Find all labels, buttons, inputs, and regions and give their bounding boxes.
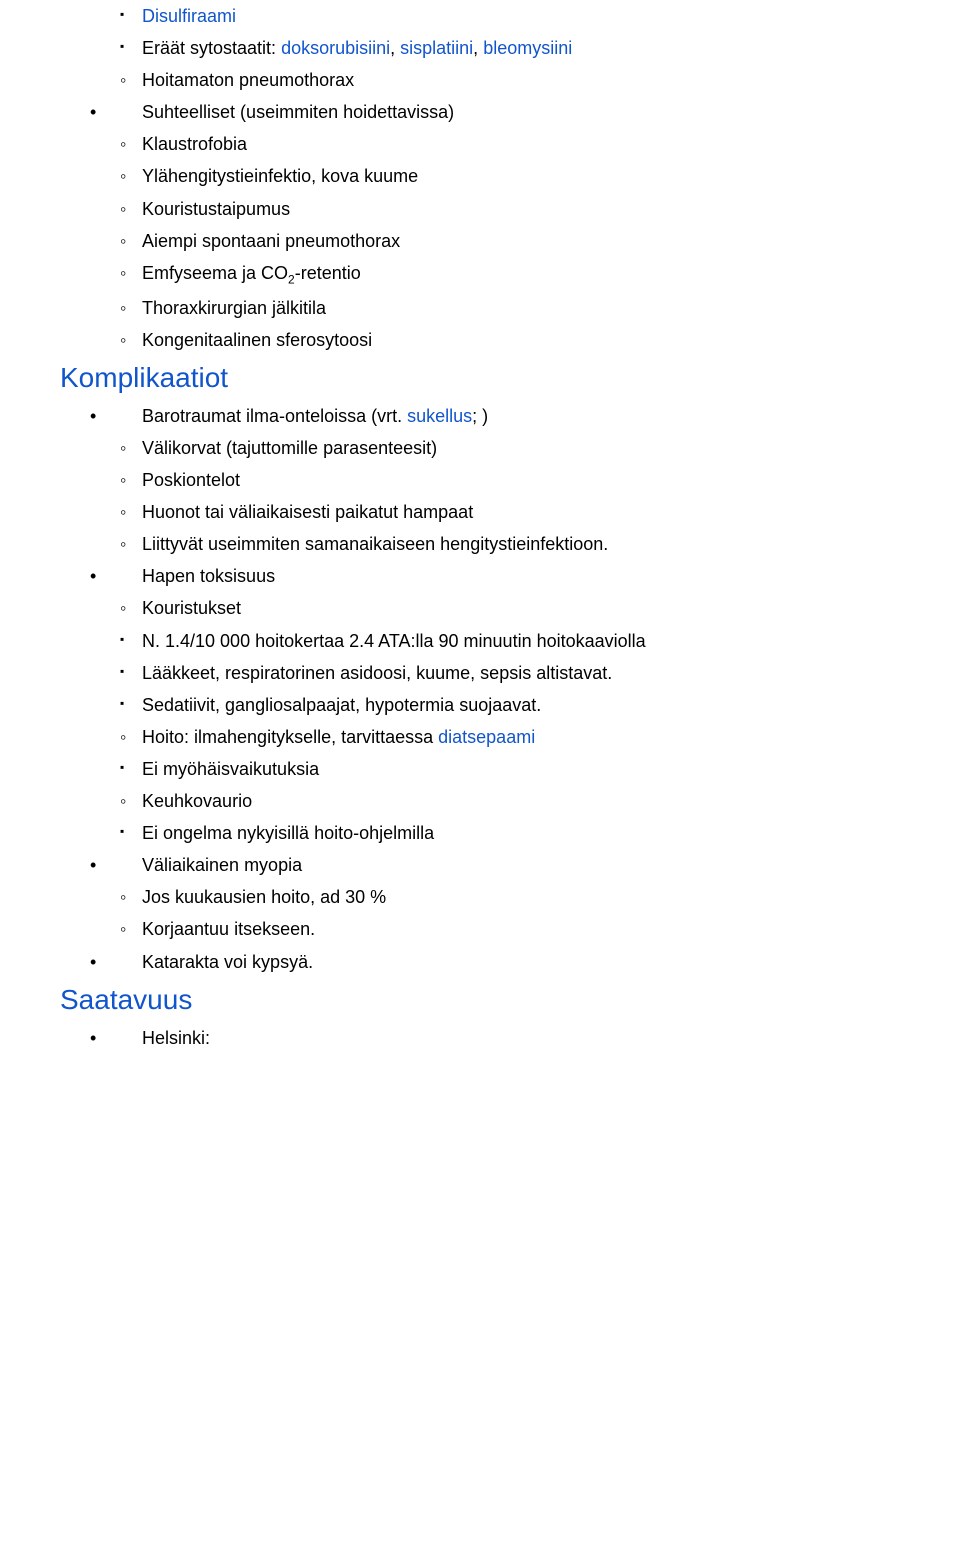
list-item-thoraxkirurgia: Thoraxkirurgian jälkitila (120, 292, 900, 324)
text-baro-pre: Barotraumat ilma-onteloissa (vrt. (142, 406, 407, 426)
list-item-barotraumat: Barotraumat ilma-onteloissa (vrt. sukell… (120, 400, 900, 432)
text-laak-2: altistavat. (536, 663, 612, 683)
text-baro-suf: ; ) (472, 406, 488, 426)
eimyo-sq-list: Ei myöhäisvaikutuksia (60, 753, 900, 785)
list-item-emfyseema: Emfyseema ja CO2-retentio (120, 257, 900, 292)
link-doksorubisiini[interactable]: doksorubisiini (281, 38, 390, 58)
list-item-huonot-hampaat: Huonot tai väliaikaisesti paikatut hampa… (120, 496, 900, 528)
text-liittyvat-1: Liittyvät useimmiten samanaikaiseen (142, 534, 435, 554)
saatavuus-list: Helsinki: (60, 1022, 900, 1054)
text-hoito-pre: Hoito: ilmahengitykselle, tarvittaessa (142, 727, 438, 747)
list-item-sedatiivit: Sedatiivit, gangliosalpaajat, hypotermia… (120, 689, 900, 721)
text-liittyvat-2: hengitystieinfektioon. (440, 534, 608, 554)
heading-saatavuus: Saatavuus (60, 984, 900, 1016)
list-item-aiempi-spontaani: Aiempi spontaani pneumothorax (120, 225, 900, 257)
keuhkovaurio-ring-list: Keuhkovaurio (60, 785, 900, 817)
text-cyto-prefix: Eräät sytostaatit: (142, 38, 281, 58)
text-sed-1: Sedatiivit, gangliosalpaajat, hypotermia (142, 695, 454, 715)
link-diatsepaami[interactable]: diatsepaami (438, 727, 535, 747)
list-item-laakkeet: Lääkkeet, respiratorinen asidoosi, kuume… (120, 657, 900, 689)
list-item-helsinki: Helsinki: (120, 1022, 900, 1054)
list-item-hoitamaton-pneumothorax: Hoitamaton pneumothorax (120, 64, 900, 96)
list-item-ylahengitystie: Ylähengitystieinfektio, kova kuume (120, 160, 900, 192)
kouristukset-sq-list: N. 1.4/10 000 hoitokertaa 2.4 ATA:lla 90… (60, 625, 900, 721)
link-sisplatiini[interactable]: sisplatiini (400, 38, 473, 58)
text-emfy-sub: 2 (288, 272, 295, 286)
list-item-jos-kuukausien: Jos kuukausien hoito, ad 30 % (120, 881, 900, 913)
text-cyto-sep1: , (390, 38, 400, 58)
barotraumat-list: Barotraumat ilma-onteloissa (vrt. sukell… (60, 400, 900, 432)
text-ata-1: N. 1.4/10 000 hoitokertaa 2.4 ATA:lla 90… (142, 631, 532, 651)
hapen-ring-list: Kouristukset (60, 592, 900, 624)
list-item-klaustrofobia: Klaustrofobia (120, 128, 900, 160)
hapen-list: Hapen toksisuus (60, 560, 900, 592)
hoito-ring-list: Hoito: ilmahengitykselle, tarvittaessa d… (60, 721, 900, 753)
list-item-korjaantuu: Korjaantuu itsekseen. (120, 913, 900, 945)
text-emfy-suf: -retentio (295, 263, 361, 283)
list-item-suhteelliset: Suhteelliset (useimmiten hoidettavissa) (120, 96, 900, 128)
top-ring-list: Hoitamaton pneumothorax (60, 64, 900, 96)
eiong-sq-list: Ei ongelma nykyisillä hoito-ohjelmilla (60, 817, 900, 849)
suhteelliset-sub-list: Klaustrofobia Ylähengitystieinfektio, ko… (60, 128, 900, 356)
myopia-ring-list: Jos kuukausien hoito, ad 30 % Korjaantuu… (60, 881, 900, 945)
list-item-katarakta: Katarakta voi kypsyä. (120, 946, 900, 978)
top-square-list: Disulfiraami Eräät sytostaatit: doksorub… (60, 0, 900, 64)
list-item-ei-ongelma: Ei ongelma nykyisillä hoito-ohjelmilla (120, 817, 900, 849)
list-item-valikorvat: Välikorvat (tajuttomille parasenteesit) (120, 432, 900, 464)
list-item-kongenitaalinen: Kongenitaalinen sferosytoosi (120, 324, 900, 356)
heading-komplikaatiot: Komplikaatiot (60, 362, 900, 394)
text-cyto-sep2: , (473, 38, 478, 58)
katarakta-list: Katarakta voi kypsyä. (60, 946, 900, 978)
list-item-valiaikainen-myopia: Väliaikainen myopia (120, 849, 900, 881)
list-item-ata: N. 1.4/10 000 hoitokertaa 2.4 ATA:lla 90… (120, 625, 900, 657)
list-item-keuhkovaurio: Keuhkovaurio (120, 785, 900, 817)
text-emfy-pre: Emfyseema ja CO (142, 263, 288, 283)
list-item-cytostatics: Eräät sytostaatit: doksorubisiini, sispl… (120, 32, 900, 64)
list-item-poskiontelot: Poskiontelot (120, 464, 900, 496)
link-sukellus[interactable]: sukellus (407, 406, 472, 426)
link-bleomysiini[interactable]: bleomysiini (483, 38, 572, 58)
text-laak-1: Lääkkeet, respiratorinen asidoosi, kuume… (142, 663, 531, 683)
document-page: Disulfiraami Eräät sytostaatit: doksorub… (0, 0, 960, 1561)
text-sed-2: suojaavat. (459, 695, 541, 715)
text-ata-2: hoitokaaviolla (537, 631, 646, 651)
suhteelliset-header-list: Suhteelliset (useimmiten hoidettavissa) (60, 96, 900, 128)
myopia-list: Väliaikainen myopia (60, 849, 900, 881)
list-item-ei-myohaisvaikutuksia: Ei myöhäisvaikutuksia (120, 753, 900, 785)
list-item-hapen-toksisuus: Hapen toksisuus (120, 560, 900, 592)
barotraumat-sub-list: Välikorvat (tajuttomille parasenteesit) … (60, 432, 900, 560)
list-item-disulfiram: Disulfiraami (120, 0, 900, 32)
list-item-liittyvat: Liittyvät useimmiten samanaikaiseen heng… (120, 528, 900, 560)
list-item-hoito-ilmahengitys: Hoito: ilmahengitykselle, tarvittaessa d… (120, 721, 900, 753)
link-disulfiraami[interactable]: Disulfiraami (142, 6, 236, 26)
list-item-kouristustaipumus: Kouristustaipumus (120, 193, 900, 225)
list-item-kouristukset: Kouristukset (120, 592, 900, 624)
